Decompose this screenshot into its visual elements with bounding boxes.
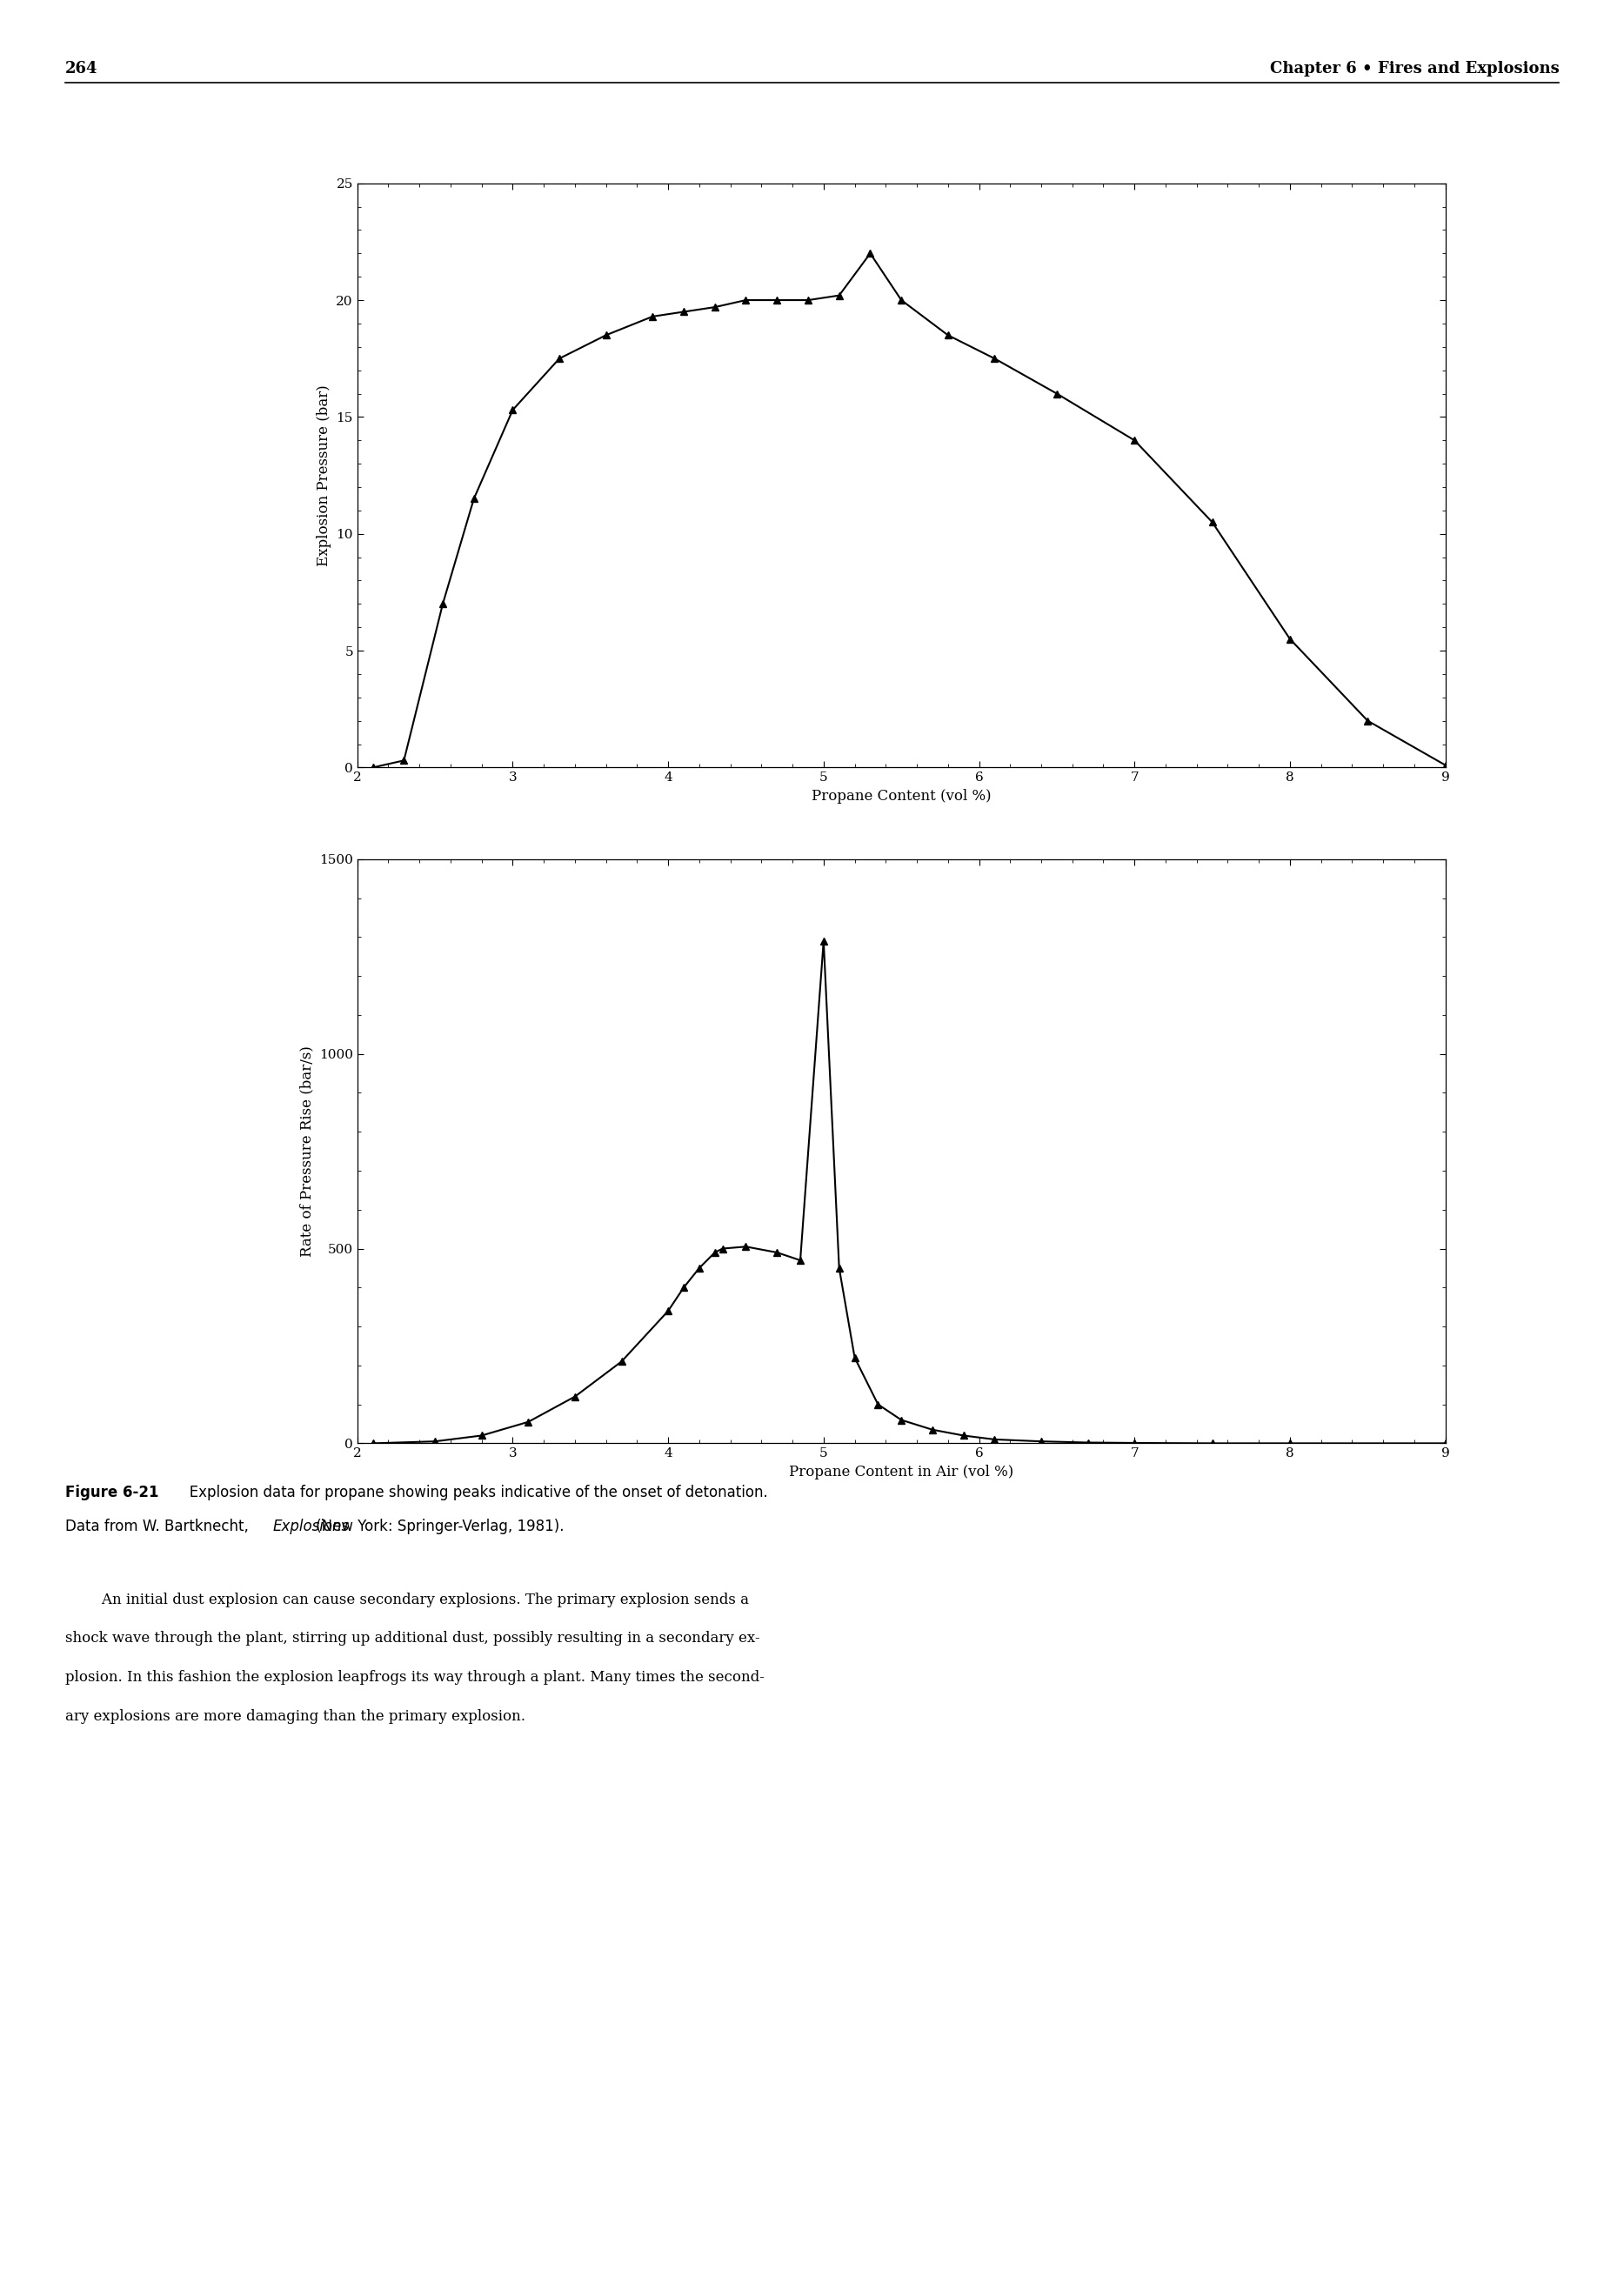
Text: Chapter 6 • Fires and Explosions: Chapter 6 • Fires and Explosions xyxy=(1270,62,1559,76)
Text: Figure 6-21: Figure 6-21 xyxy=(65,1485,159,1501)
Text: 264: 264 xyxy=(65,62,97,76)
Text: Explosion data for propane showing peaks indicative of the onset of detonation.: Explosion data for propane showing peaks… xyxy=(175,1485,768,1501)
Text: ary explosions are more damaging than the primary explosion.: ary explosions are more damaging than th… xyxy=(65,1709,525,1723)
X-axis label: Propane Content in Air (vol %): Propane Content in Air (vol %) xyxy=(789,1464,1013,1480)
Text: An initial dust explosion can cause secondary explosions. The primary explosion : An initial dust explosion can cause seco… xyxy=(65,1592,749,1606)
Text: (New York: Springer-Verlag, 1981).: (New York: Springer-Verlag, 1981). xyxy=(312,1519,565,1535)
Text: shock wave through the plant, stirring up additional dust, possibly resulting in: shock wave through the plant, stirring u… xyxy=(65,1631,760,1645)
Y-axis label: Rate of Pressure Rise (bar/s): Rate of Pressure Rise (bar/s) xyxy=(299,1045,315,1258)
X-axis label: Propane Content (vol %): Propane Content (vol %) xyxy=(812,788,991,804)
Text: Explosions: Explosions xyxy=(273,1519,349,1535)
Y-axis label: Explosion Pressure (bar): Explosion Pressure (bar) xyxy=(317,385,331,566)
Text: Data from W. Bartknecht,: Data from W. Bartknecht, xyxy=(65,1519,253,1535)
Text: plosion. In this fashion the explosion leapfrogs its way through a plant. Many t: plosion. In this fashion the explosion l… xyxy=(65,1670,765,1684)
